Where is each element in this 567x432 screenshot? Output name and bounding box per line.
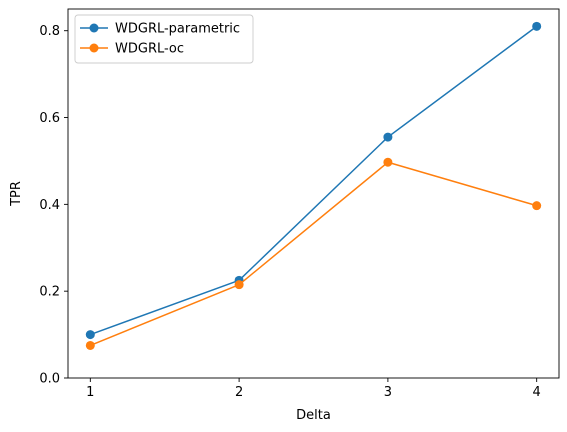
legend-entries: WDGRL-parametric WDGRL-oc	[80, 22, 240, 57]
legend-marker-swatch	[89, 43, 99, 53]
x-tick-label: 3	[384, 385, 392, 400]
data-point	[234, 280, 244, 290]
legend-entry: WDGRL-oc	[80, 42, 184, 57]
legend: WDGRL-parametric WDGRL-oc	[74, 14, 254, 64]
data-point	[383, 132, 393, 142]
legend-entry: WDGRL-parametric	[80, 22, 240, 37]
y-axis-label: TPR	[9, 181, 24, 207]
x-tick-label: 4	[533, 385, 541, 400]
series-0	[85, 21, 542, 340]
x-tick-label: 2	[235, 385, 243, 400]
plot-frame	[67, 8, 560, 379]
legend-label: WDGRL-oc	[115, 42, 184, 57]
y-tick-label: 0.8	[39, 24, 60, 39]
series-1	[85, 157, 542, 350]
legend-box	[74, 14, 254, 64]
y-tick-label: 0.0	[39, 372, 60, 387]
x-axis-label: Delta	[296, 408, 331, 423]
data-point	[532, 201, 542, 211]
x-axis-ticks: 1 2 3 4	[86, 378, 541, 400]
data-point	[383, 157, 393, 167]
series-layer	[85, 21, 542, 350]
data-point	[85, 330, 95, 340]
y-tick-label: 0.2	[39, 285, 60, 300]
series-line	[90, 161, 537, 347]
y-tick-label: 0.6	[39, 111, 60, 126]
data-point	[85, 340, 95, 350]
x-tick-label: 1	[86, 385, 94, 400]
y-axis-ticks: 0.0 0.2 0.4 0.6 0.8	[39, 24, 68, 387]
series-line	[90, 25, 538, 336]
legend-marker-swatch	[89, 23, 99, 33]
legend-label: WDGRL-parametric	[115, 22, 240, 37]
data-point	[532, 21, 542, 31]
y-tick-label: 0.4	[39, 198, 60, 213]
